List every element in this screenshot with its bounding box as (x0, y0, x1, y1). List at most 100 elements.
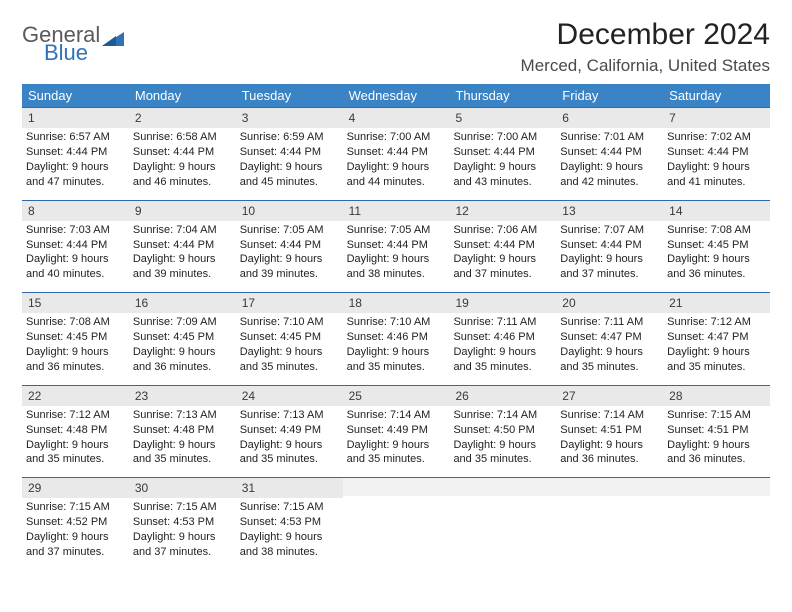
day-cell: 28Sunrise: 7:15 AMSunset: 4:51 PMDayligh… (663, 386, 770, 478)
day-number: 13 (556, 201, 663, 221)
daylight-text: Daylight: 9 hours (347, 252, 446, 267)
day-number: 16 (129, 293, 236, 313)
day-number: 28 (663, 386, 770, 406)
daylight-text: Daylight: 9 hours (133, 530, 232, 545)
day-cell: 14Sunrise: 7:08 AMSunset: 4:45 PMDayligh… (663, 201, 770, 293)
day-cell: 10Sunrise: 7:05 AMSunset: 4:44 PMDayligh… (236, 201, 343, 293)
daylight-text: Daylight: 9 hours (453, 345, 552, 360)
sunset-text: Sunset: 4:44 PM (560, 145, 659, 160)
dow-header: Monday (129, 84, 236, 107)
daylight-text: Daylight: 9 hours (133, 160, 232, 175)
sunrise-text: Sunrise: 7:03 AM (26, 223, 125, 238)
week-row: 22Sunrise: 7:12 AMSunset: 4:48 PMDayligh… (22, 385, 770, 478)
location: Merced, California, United States (521, 56, 770, 76)
day-cell: 23Sunrise: 7:13 AMSunset: 4:48 PMDayligh… (129, 386, 236, 478)
daylight-text: and 39 minutes. (133, 267, 232, 282)
day-cell: 8Sunrise: 7:03 AMSunset: 4:44 PMDaylight… (22, 201, 129, 293)
day-number: 23 (129, 386, 236, 406)
daylight-text: and 37 minutes. (453, 267, 552, 282)
day-number: 31 (236, 478, 343, 498)
day-cell: 20Sunrise: 7:11 AMSunset: 4:47 PMDayligh… (556, 293, 663, 385)
daylight-text: and 38 minutes. (240, 545, 339, 560)
day-number: 7 (663, 108, 770, 128)
day-cell: 31Sunrise: 7:15 AMSunset: 4:53 PMDayligh… (236, 478, 343, 570)
day-number: 8 (22, 201, 129, 221)
sunrise-text: Sunrise: 7:11 AM (453, 315, 552, 330)
daylight-text: and 35 minutes. (453, 452, 552, 467)
daylight-text: Daylight: 9 hours (240, 530, 339, 545)
daylight-text: Daylight: 9 hours (667, 438, 766, 453)
daylight-text: Daylight: 9 hours (453, 252, 552, 267)
day-number: 29 (22, 478, 129, 498)
sunset-text: Sunset: 4:44 PM (347, 238, 446, 253)
day-number: 14 (663, 201, 770, 221)
sunrise-text: Sunrise: 7:11 AM (560, 315, 659, 330)
daylight-text: and 35 minutes. (347, 452, 446, 467)
day-cell: 12Sunrise: 7:06 AMSunset: 4:44 PMDayligh… (449, 201, 556, 293)
daylight-text: and 35 minutes. (453, 360, 552, 375)
daylight-text: and 35 minutes. (133, 452, 232, 467)
day-cell: 22Sunrise: 7:12 AMSunset: 4:48 PMDayligh… (22, 386, 129, 478)
sunset-text: Sunset: 4:48 PM (26, 423, 125, 438)
daylight-text: and 45 minutes. (240, 175, 339, 190)
sunset-text: Sunset: 4:53 PM (133, 515, 232, 530)
sunrise-text: Sunrise: 6:57 AM (26, 130, 125, 145)
daylight-text: Daylight: 9 hours (347, 438, 446, 453)
sunset-text: Sunset: 4:44 PM (240, 238, 339, 253)
day-number: 6 (556, 108, 663, 128)
sunrise-text: Sunrise: 6:58 AM (133, 130, 232, 145)
daylight-text: Daylight: 9 hours (26, 438, 125, 453)
daylight-text: and 37 minutes. (133, 545, 232, 560)
sunrise-text: Sunrise: 7:00 AM (453, 130, 552, 145)
day-number: 9 (129, 201, 236, 221)
day-cell: 6Sunrise: 7:01 AMSunset: 4:44 PMDaylight… (556, 108, 663, 200)
daylight-text: Daylight: 9 hours (240, 160, 339, 175)
daylight-text: Daylight: 9 hours (133, 345, 232, 360)
day-number: 17 (236, 293, 343, 313)
sunset-text: Sunset: 4:44 PM (453, 238, 552, 253)
daylight-text: Daylight: 9 hours (133, 252, 232, 267)
daylight-text: and 35 minutes. (347, 360, 446, 375)
sunrise-text: Sunrise: 7:12 AM (667, 315, 766, 330)
daylight-text: Daylight: 9 hours (667, 252, 766, 267)
daylight-text: and 44 minutes. (347, 175, 446, 190)
day-number (556, 478, 663, 496)
header: General Blue December 2024 Merced, Calif… (22, 18, 770, 76)
week-row: 1Sunrise: 6:57 AMSunset: 4:44 PMDaylight… (22, 107, 770, 200)
sunrise-text: Sunrise: 7:15 AM (667, 408, 766, 423)
day-number: 11 (343, 201, 450, 221)
daylight-text: and 36 minutes. (560, 452, 659, 467)
daylight-text: Daylight: 9 hours (667, 345, 766, 360)
daylight-text: and 36 minutes. (26, 360, 125, 375)
sunset-text: Sunset: 4:52 PM (26, 515, 125, 530)
sunrise-text: Sunrise: 7:07 AM (560, 223, 659, 238)
sunrise-text: Sunrise: 7:05 AM (347, 223, 446, 238)
sunrise-text: Sunrise: 7:14 AM (560, 408, 659, 423)
sunrise-text: Sunrise: 7:02 AM (667, 130, 766, 145)
day-cell: 21Sunrise: 7:12 AMSunset: 4:47 PMDayligh… (663, 293, 770, 385)
daylight-text: and 35 minutes. (240, 452, 339, 467)
daylight-text: and 37 minutes. (26, 545, 125, 560)
sunset-text: Sunset: 4:44 PM (347, 145, 446, 160)
sunrise-text: Sunrise: 6:59 AM (240, 130, 339, 145)
page-title: December 2024 (521, 18, 770, 52)
sunrise-text: Sunrise: 7:08 AM (26, 315, 125, 330)
daylight-text: Daylight: 9 hours (560, 160, 659, 175)
daylight-text: Daylight: 9 hours (133, 438, 232, 453)
daylight-text: Daylight: 9 hours (240, 252, 339, 267)
day-number: 26 (449, 386, 556, 406)
daylight-text: Daylight: 9 hours (560, 252, 659, 267)
day-cell: 11 Sunrise: 7:05 AMSunset: 4:44 PMDayligh… (343, 201, 450, 293)
day-number: 2 (129, 108, 236, 128)
dow-header: Thursday (449, 84, 556, 107)
daylight-text: Daylight: 9 hours (347, 160, 446, 175)
day-number: 20 (556, 293, 663, 313)
day-number: 18 (343, 293, 450, 313)
daylight-text: Daylight: 9 hours (26, 530, 125, 545)
sunrise-text: Sunrise: 7:15 AM (133, 500, 232, 515)
day-number (663, 478, 770, 496)
sunset-text: Sunset: 4:50 PM (453, 423, 552, 438)
logo-word2: Blue (44, 42, 124, 64)
day-cell: 4Sunrise: 7:00 AMSunset: 4:44 PMDaylight… (343, 108, 450, 200)
sunset-text: Sunset: 4:44 PM (26, 238, 125, 253)
